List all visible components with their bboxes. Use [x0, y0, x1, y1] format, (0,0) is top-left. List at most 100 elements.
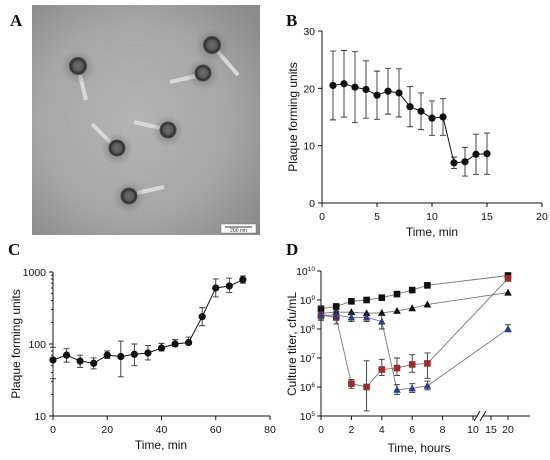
x-tick-label: 6: [409, 424, 415, 436]
chart-panel-b: 0 5 10 15 20 0 10 20 30 Time, min Plaque forming…: [286, 26, 548, 239]
data-point: [472, 150, 480, 158]
data-point: [483, 150, 491, 158]
data-point: [424, 282, 431, 289]
data-point: [504, 288, 512, 296]
chart-c-ylabel: Plaque forming units: [9, 289, 23, 398]
chart-d-ylabel: Culture titer, cfu/mL: [285, 292, 299, 396]
scale-bar-label: 200 nm: [230, 228, 247, 234]
data-point: [423, 300, 432, 308]
y-tick-label: 10: [34, 411, 46, 423]
panel-letter-d: D: [286, 240, 298, 259]
data-point: [384, 87, 392, 95]
data-point: [49, 356, 57, 364]
data-point: [439, 113, 447, 121]
panel-letter-a: A: [10, 11, 23, 30]
x-tick-label: 20: [101, 424, 113, 436]
phage-particle: [195, 29, 240, 77]
data-point: [378, 294, 386, 302]
data-point: [408, 361, 416, 368]
data-point: [373, 91, 381, 99]
data-point: [117, 352, 125, 361]
data-point: [362, 313, 371, 321]
y-tick-label: 105: [300, 411, 316, 423]
y-tick-label: 20: [303, 83, 315, 95]
x-tick-label: 15: [485, 424, 497, 436]
data-point: [362, 85, 370, 94]
data-point: [408, 304, 416, 312]
data-point: [461, 158, 469, 166]
data-point: [103, 351, 111, 359]
data-point: [212, 284, 220, 292]
x-tick-label: 20: [502, 424, 514, 436]
chart-panel-c: 0 20 40 60 80 10 100 1000 Time, min Plaque form…: [9, 267, 276, 452]
data-point: [378, 317, 386, 325]
data-point: [408, 384, 416, 392]
data-point: [347, 313, 356, 321]
x-tick-label: 60: [210, 424, 222, 436]
data-point: [363, 296, 370, 304]
chart-b-marks: [329, 50, 491, 177]
data-point: [378, 366, 386, 373]
data-point: [393, 385, 401, 393]
phage-particle: [90, 122, 133, 165]
x-tick-label: 5: [374, 211, 380, 223]
x-tick-label: 15: [481, 211, 493, 223]
data-point: [351, 83, 359, 91]
x-tick-label: 0: [319, 211, 325, 223]
data-point: [393, 364, 401, 372]
axis-break-mark: [473, 410, 481, 422]
data-point: [504, 275, 512, 282]
y-tick-label: 107: [300, 353, 316, 365]
micrograph-panel: 200 nm: [32, 5, 260, 235]
chart-d-ticks: 0 2 4 6 8 10 15 20 105 106 107 108 109 1010: [296, 266, 514, 436]
series-line: [321, 314, 509, 391]
y-tick-label: 100: [28, 339, 46, 351]
panel-letter-c: C: [8, 240, 20, 259]
data-point: [144, 349, 152, 357]
data-point: [417, 107, 425, 115]
chart-panel-d: 0 2 4 6 8 10 15 20 105 106 107 108 109 1010 Time, hou…: [285, 266, 530, 455]
chart-b-xlabel: Time, min: [406, 225, 458, 239]
data-point: [130, 350, 138, 358]
data-point: [504, 325, 512, 332]
data-point: [317, 311, 325, 319]
y-tick-label: 10: [303, 141, 315, 153]
data-point: [157, 344, 166, 352]
phage-particle: [113, 181, 165, 213]
data-point: [185, 338, 193, 347]
chart-d-marks: [317, 272, 512, 412]
y-tick-label: 106: [300, 382, 316, 394]
data-point: [340, 80, 348, 88]
chart-b-ticks: 0 5 10 15 20 0 10 20 30: [303, 26, 548, 223]
x-tick-label: 0: [318, 424, 324, 436]
phage-particle: [61, 50, 95, 101]
y-tick-label: 30: [303, 26, 315, 38]
data-point: [332, 303, 340, 310]
data-point: [348, 298, 355, 305]
x-tick-label: 8: [440, 424, 446, 436]
data-point: [62, 351, 71, 359]
chart-c-ticks: 0 20 40 60 80 10 100 1000: [23, 267, 276, 436]
data-point: [225, 282, 233, 290]
data-point: [171, 340, 179, 348]
x-tick-label: 20: [536, 211, 548, 223]
data-point: [362, 309, 371, 317]
x-tick-label: 4: [379, 424, 385, 436]
phage-particle: [169, 58, 219, 90]
data-point: [393, 290, 401, 298]
x-tick-label: 40: [156, 424, 168, 436]
y-tick-label: 108: [300, 324, 316, 336]
data-point: [378, 308, 386, 316]
data-point: [329, 81, 337, 90]
scale-bar-box: [220, 223, 257, 234]
data-point: [424, 360, 431, 367]
x-tick-label: 0: [50, 424, 56, 436]
data-point: [423, 381, 432, 389]
data-point: [393, 306, 401, 314]
data-point: [408, 286, 416, 294]
chart-d-axes: [320, 271, 530, 422]
data-point: [363, 383, 370, 391]
x-tick-label: 80: [264, 424, 276, 436]
x-tick-label: 10: [426, 211, 438, 223]
